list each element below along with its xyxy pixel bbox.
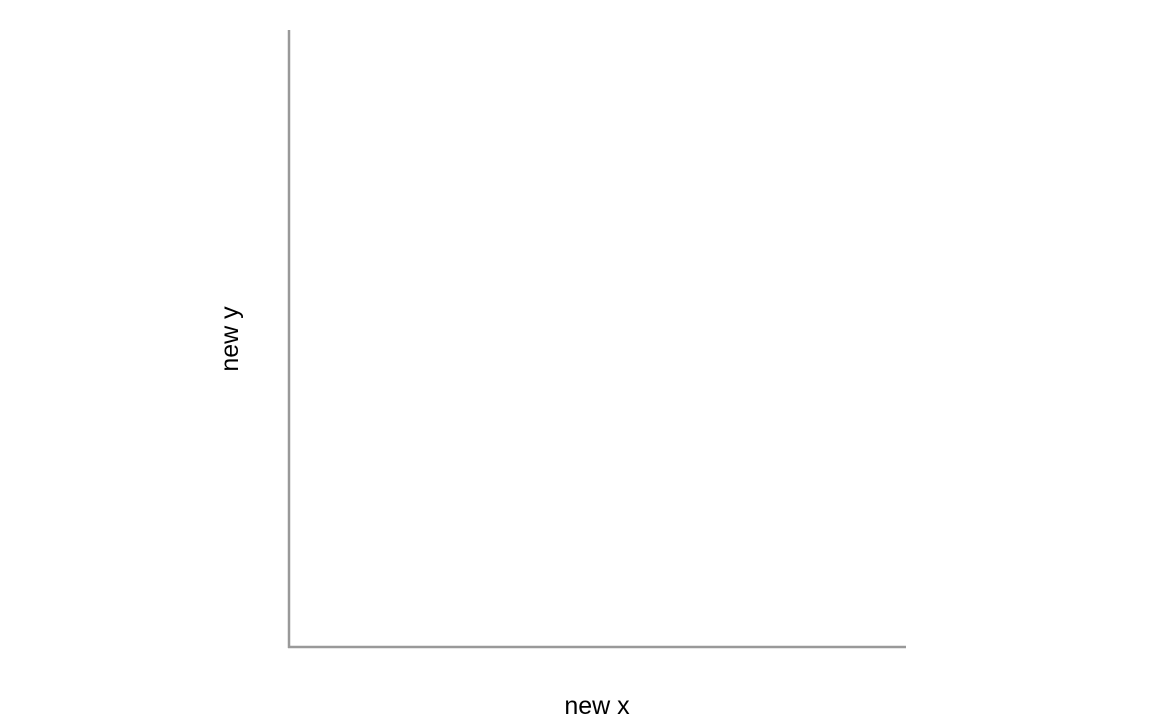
- y-axis-title: new y: [216, 306, 244, 372]
- plot-panel: [289, 30, 906, 647]
- x-axis-title: new x: [564, 692, 630, 720]
